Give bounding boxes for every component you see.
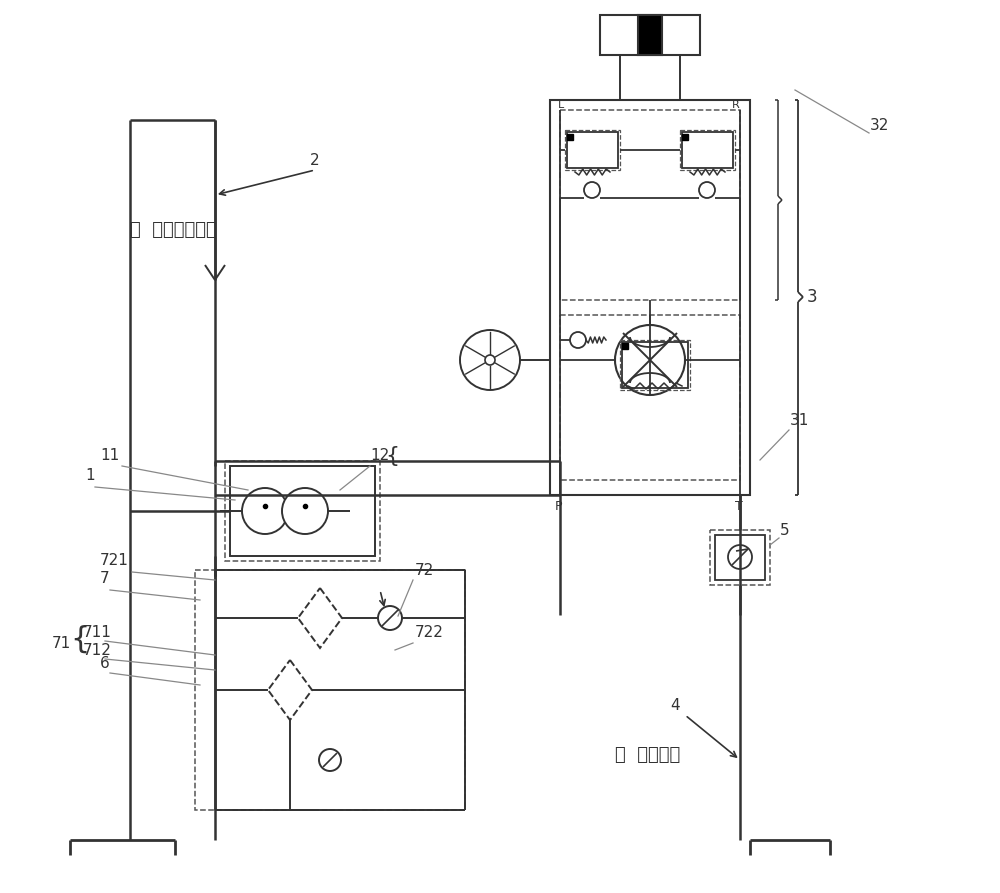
Bar	[560, 110, 740, 300]
Bar	[550, 100, 750, 495]
Bar	[622, 342, 688, 388]
Polygon shape	[298, 588, 342, 648]
Text: 5: 5	[780, 523, 790, 538]
Bar	[230, 466, 375, 556]
Text: P: P	[555, 500, 562, 513]
Bar	[567, 132, 618, 168]
Bar	[638, 15, 662, 55]
Text: 1: 1	[85, 468, 95, 483]
Bar	[620, 340, 690, 390]
Bar	[680, 130, 735, 170]
Circle shape	[584, 182, 600, 198]
Text: {: {	[70, 625, 89, 654]
Text: 2: 2	[310, 153, 320, 168]
Text: 至  传动润滑: 至 传动润滑	[615, 746, 680, 764]
Circle shape	[319, 749, 341, 771]
Text: 7: 7	[100, 571, 110, 586]
Text: L: L	[558, 100, 564, 110]
Text: 721: 721	[100, 553, 129, 568]
Circle shape	[699, 182, 715, 198]
Text: 至  提升工作装置: 至 提升工作装置	[130, 221, 217, 239]
Text: 31: 31	[790, 413, 809, 428]
Text: {: {	[385, 446, 399, 466]
Text: 11: 11	[100, 448, 119, 463]
Text: T: T	[735, 500, 743, 513]
Circle shape	[282, 488, 328, 534]
Text: 72: 72	[415, 563, 434, 578]
Text: 711: 711	[83, 625, 112, 640]
Bar	[560, 315, 740, 480]
Circle shape	[615, 325, 685, 395]
Bar	[715, 535, 765, 580]
Bar	[600, 15, 700, 55]
Circle shape	[570, 332, 586, 348]
Circle shape	[242, 488, 288, 534]
Text: R: R	[732, 100, 740, 110]
Bar	[710, 530, 770, 585]
Bar	[682, 132, 733, 168]
Circle shape	[460, 330, 520, 390]
Circle shape	[378, 606, 402, 630]
Text: 12: 12	[370, 448, 389, 463]
Bar	[225, 461, 380, 561]
Text: 32: 32	[870, 118, 889, 133]
Text: 4: 4	[670, 698, 680, 713]
Circle shape	[485, 355, 495, 365]
Circle shape	[728, 545, 752, 569]
Text: 712: 712	[83, 643, 112, 658]
Bar	[565, 130, 620, 170]
Bar	[195, 570, 465, 810]
Text: 722: 722	[415, 625, 444, 640]
Polygon shape	[268, 660, 312, 720]
Text: 6: 6	[100, 656, 110, 671]
Text: 71: 71	[52, 636, 71, 651]
Text: 3: 3	[807, 288, 818, 306]
